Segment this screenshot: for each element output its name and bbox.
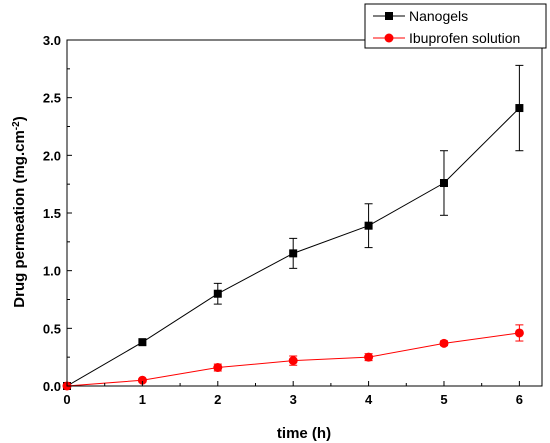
y-axis-title-main: Drug permeation (mg.cm (11, 130, 28, 308)
x-axis-title: time (h) (277, 425, 331, 442)
y-axis-title-sup: -2 (11, 121, 22, 130)
y-tick-label: 3.0 (43, 33, 61, 48)
plot-frame (66, 39, 543, 387)
legend-label-ibuprofen: Ibuprofen solution (409, 30, 520, 46)
y-tick-label: 2.0 (43, 148, 61, 163)
legend-marker-nanogels (385, 12, 393, 20)
data-point (289, 249, 298, 258)
x-tick-label: 0 (63, 392, 70, 407)
data-point (213, 363, 223, 373)
y-tick-label: 1.0 (43, 264, 61, 279)
x-tick-label: 1 (139, 392, 146, 407)
data-point (439, 179, 448, 188)
data-point (364, 352, 374, 362)
axes: 0 1 2 3 4 5 6 0.0 0.5 1.0 1.5 2.0 2.5 3.0 (43, 33, 543, 407)
x-tick-label: 5 (440, 392, 447, 407)
x-tick-label: 3 (290, 392, 297, 407)
legend-marker-ibuprofen (384, 33, 394, 43)
legend-box (364, 3, 547, 49)
data-point (213, 289, 222, 298)
plot-marks (62, 64, 524, 391)
legend-label-nanogels: Nanogels (409, 8, 468, 24)
y-tick-label: 2.5 (43, 91, 61, 106)
y-tick-label: 1.5 (43, 206, 61, 221)
data-point (137, 375, 147, 385)
x-tick-label: 4 (365, 392, 373, 407)
data-point (364, 221, 373, 230)
x-tick-label: 2 (214, 392, 221, 407)
y-axis-title: Drug permeation (mg.cm-2) (11, 116, 29, 307)
y-axis-title-end: ) (11, 116, 28, 121)
x-tick-label: 6 (516, 392, 523, 407)
legend: Nanogels Ibuprofen solution (364, 3, 547, 49)
data-point (515, 104, 524, 113)
y-tick-label: 0.0 (43, 379, 61, 394)
data-point (138, 338, 147, 347)
data-point (288, 356, 298, 366)
data-point (439, 338, 449, 348)
y-tick-label: 0.5 (43, 321, 61, 336)
data-point (514, 328, 524, 338)
